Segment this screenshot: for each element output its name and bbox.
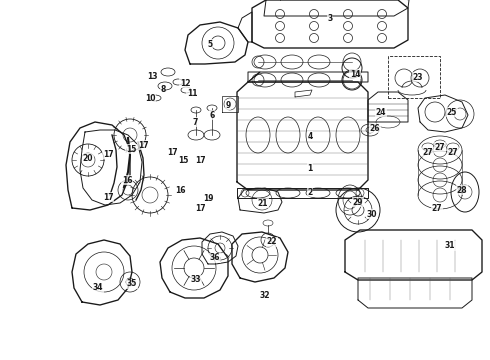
Text: 31: 31 <box>445 242 455 251</box>
Text: 15: 15 <box>178 156 188 165</box>
Text: 15: 15 <box>126 144 136 153</box>
Text: 17: 17 <box>195 156 205 165</box>
Text: 17: 17 <box>103 193 113 202</box>
Text: 5: 5 <box>207 40 213 49</box>
Text: 24: 24 <box>376 108 386 117</box>
Text: 36: 36 <box>210 253 220 262</box>
Text: 32: 32 <box>260 291 270 300</box>
Text: 3: 3 <box>327 14 333 23</box>
Text: 27: 27 <box>432 203 442 212</box>
Text: 33: 33 <box>191 275 201 284</box>
Text: 27: 27 <box>435 143 445 152</box>
Text: 17: 17 <box>103 149 113 158</box>
Text: 21: 21 <box>258 198 268 207</box>
Text: 11: 11 <box>187 89 197 98</box>
Text: 16: 16 <box>175 185 185 194</box>
Text: 6: 6 <box>209 111 215 120</box>
Text: 27: 27 <box>448 148 458 157</box>
Text: 17: 17 <box>138 140 148 149</box>
Text: 27: 27 <box>423 148 433 157</box>
Text: 34: 34 <box>93 284 103 292</box>
Text: 1: 1 <box>307 163 313 172</box>
Bar <box>388 56 440 98</box>
Text: 2: 2 <box>307 188 313 197</box>
Text: 17: 17 <box>167 148 177 157</box>
Text: 8: 8 <box>160 85 166 94</box>
Text: 20: 20 <box>83 153 93 162</box>
Text: 7: 7 <box>192 117 197 126</box>
Text: 23: 23 <box>413 72 423 81</box>
Text: 35: 35 <box>127 279 137 288</box>
Text: 30: 30 <box>367 210 377 219</box>
Text: 25: 25 <box>447 108 457 117</box>
Text: 9: 9 <box>225 100 231 109</box>
Text: 19: 19 <box>203 194 213 202</box>
Text: 13: 13 <box>147 72 157 81</box>
Text: 26: 26 <box>370 123 380 132</box>
Text: 22: 22 <box>267 238 277 247</box>
Text: 10: 10 <box>145 94 155 103</box>
Text: 4: 4 <box>307 131 313 140</box>
Text: 14: 14 <box>350 69 360 78</box>
Text: 28: 28 <box>457 185 467 194</box>
Text: 16: 16 <box>122 176 132 185</box>
Text: 17: 17 <box>195 203 205 212</box>
Text: 12: 12 <box>180 78 190 87</box>
Text: 29: 29 <box>353 198 363 207</box>
